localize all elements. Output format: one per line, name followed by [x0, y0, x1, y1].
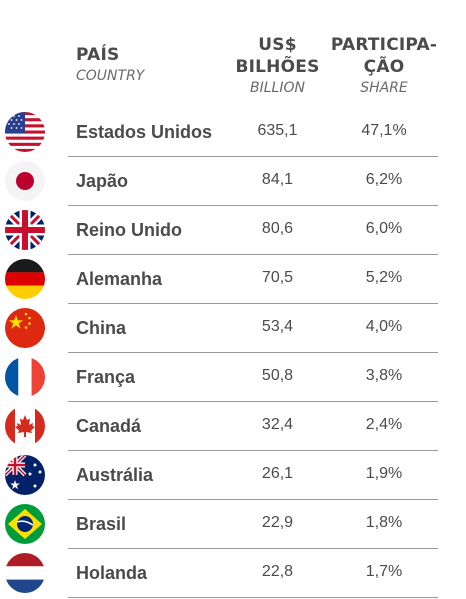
- value-billion: 84,1: [261, 171, 294, 188]
- value-billion: 635,1: [257, 122, 298, 139]
- australia-flag-icon: [5, 455, 45, 495]
- country-name: China: [76, 318, 127, 338]
- table-row: Holanda 22,8 1,7%: [0, 549, 466, 598]
- share-percent: 1,7%: [365, 563, 403, 580]
- table-row: Alemanha 70,5 5,2%: [0, 255, 466, 304]
- value-billion: 32,4: [261, 416, 294, 433]
- country-name: Austrália: [76, 465, 154, 485]
- canada-flag-icon: [5, 406, 45, 446]
- brazil-flag-icon: [5, 504, 45, 544]
- share-percent: 1,9%: [365, 465, 403, 482]
- uk-flag-icon: [5, 210, 45, 250]
- row-divider: [68, 450, 438, 451]
- value-column-header: US$ BILHÕES BILLION: [230, 34, 325, 98]
- table-row: Canadá 32,4 2,4%: [0, 402, 466, 451]
- row-divider: [68, 205, 438, 206]
- value-header-label-line2: BILHÕES: [235, 57, 320, 77]
- table-row: Austrália 26,1 1,9%: [0, 451, 466, 500]
- table-row: China 53,4 4,0%: [0, 304, 466, 353]
- country-name: França: [76, 367, 136, 387]
- country-name: Reino Unido: [76, 220, 182, 240]
- usa-flag-icon: [5, 112, 45, 152]
- country-name: Estados Unidos: [76, 122, 213, 142]
- netherlands-flag-icon: [5, 553, 45, 593]
- value-billion: 50,8: [261, 367, 294, 384]
- country-name: Holanda: [76, 563, 148, 583]
- share-percent: 5,2%: [365, 269, 403, 286]
- row-divider: [68, 401, 438, 402]
- share-header-sublabel: SHARE: [360, 80, 408, 96]
- share-percent: 47,1%: [361, 122, 407, 139]
- share-percent: 4,0%: [365, 318, 403, 335]
- country-name: Canadá: [76, 416, 142, 436]
- value-billion: 53,4: [261, 318, 294, 335]
- france-flag-icon: [5, 357, 45, 397]
- share-percent: 1,8%: [365, 514, 403, 531]
- row-divider: [68, 352, 438, 353]
- row-divider: [68, 548, 438, 549]
- country-name: Brasil: [76, 514, 127, 534]
- table-header: PAÍS COUNTRY US$ BILHÕES BILLION PARTICI…: [0, 0, 466, 110]
- value-billion: 80,6: [261, 220, 294, 237]
- china-flag-icon: [5, 308, 45, 348]
- country-header-label: PAÍS: [76, 45, 120, 65]
- share-percent: 3,8%: [365, 367, 403, 384]
- table-row: Reino Unido 80,6 6,0%: [0, 206, 466, 255]
- row-divider: [68, 254, 438, 255]
- table-row: França 50,8 3,8%: [0, 353, 466, 402]
- share-percent: 6,0%: [365, 220, 403, 237]
- country-name: Alemanha: [76, 269, 163, 289]
- share-column-header: PARTICIPA- ÇÃO SHARE: [330, 34, 438, 98]
- share-header-label-line2: ÇÃO: [363, 57, 405, 77]
- value-billion: 70,5: [261, 269, 294, 286]
- value-billion: 22,8: [261, 563, 294, 580]
- germany-flag-icon: [5, 259, 45, 299]
- row-divider: [68, 156, 438, 157]
- table-row: Japão 84,1 6,2%: [0, 157, 466, 206]
- country-header-sublabel: COUNTRY: [76, 68, 145, 84]
- table-row: Estados Unidos 635,1 47,1%: [0, 108, 466, 157]
- japan-flag-icon: [5, 161, 45, 201]
- country-name: Japão: [76, 171, 129, 191]
- value-billion: 26,1: [261, 465, 294, 482]
- table-row: Brasil 22,9 1,8%: [0, 500, 466, 549]
- row-divider: [68, 499, 438, 500]
- row-divider: [68, 597, 438, 598]
- share-percent: 2,4%: [365, 416, 403, 433]
- country-column-header: PAÍS COUNTRY: [76, 44, 144, 86]
- share-header-label-line1: PARTICIPA-: [330, 35, 438, 55]
- share-percent: 6,2%: [365, 171, 403, 188]
- value-header-label-line1: US$: [258, 35, 297, 55]
- value-header-sublabel: BILLION: [250, 80, 305, 96]
- row-divider: [68, 303, 438, 304]
- value-billion: 22,9: [261, 514, 294, 531]
